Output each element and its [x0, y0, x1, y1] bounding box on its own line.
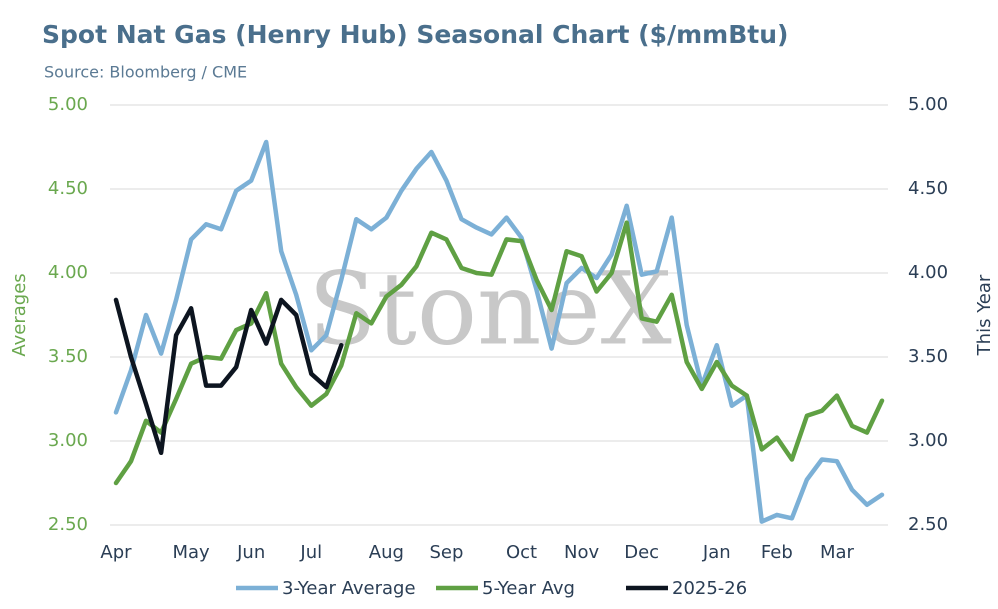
x-tick-label: Jun [236, 542, 265, 563]
y2-tick-label: 3.00 [908, 430, 948, 451]
y2-tick-label: 5.00 [908, 94, 948, 115]
legend-label: 2025-26 [672, 578, 747, 599]
y2-axis-label: This Year [974, 274, 995, 356]
y-tick-label: 2.50 [48, 514, 88, 535]
x-tick-label: Sep [429, 542, 463, 563]
x-tick-label: May [172, 542, 210, 563]
x-tick-label: Jul [299, 542, 322, 563]
y2-tick-label: 4.50 [908, 178, 948, 199]
x-tick-label: Oct [506, 542, 537, 563]
chart-subtitle: Source: Bloomberg / CME [44, 63, 247, 82]
series-line [113, 139, 885, 524]
y-tick-label: 4.00 [48, 262, 88, 283]
x-tick-label: Apr [100, 542, 132, 563]
x-tick-label: Feb [761, 542, 793, 563]
y-tick-label: 4.50 [48, 178, 88, 199]
y2-tick-label: 2.50 [908, 514, 948, 535]
y-tick-label: 3.50 [48, 346, 88, 367]
chart-title: Spot Nat Gas (Henry Hub) Seasonal Chart … [42, 20, 788, 49]
series-line [113, 297, 344, 456]
series-line [113, 220, 885, 486]
y-tick-label: 3.00 [48, 430, 88, 451]
x-tick-label: Mar [820, 542, 855, 563]
y2-tick-label: 4.00 [908, 262, 948, 283]
x-tick-label: Aug [369, 542, 404, 563]
y-tick-label: 5.00 [48, 94, 88, 115]
y2-tick-label: 3.50 [908, 346, 948, 367]
y-axis-label: Averages [9, 273, 30, 356]
x-tick-label: Dec [624, 542, 659, 563]
watermark: StoneX [308, 251, 672, 368]
x-tick-label: Nov [564, 542, 599, 563]
legend-label: 3-Year Average [282, 578, 416, 599]
legend-label: 5-Year Avg [482, 578, 575, 599]
x-tick-label: Jan [702, 542, 731, 563]
